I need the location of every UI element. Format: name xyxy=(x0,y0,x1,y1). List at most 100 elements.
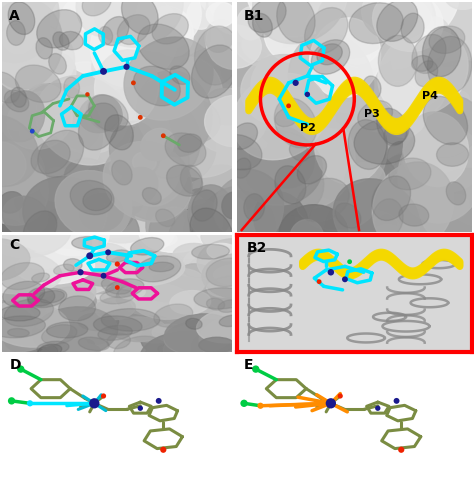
Ellipse shape xyxy=(446,182,466,205)
Ellipse shape xyxy=(149,6,193,57)
Ellipse shape xyxy=(0,115,38,186)
Ellipse shape xyxy=(53,32,69,50)
Ellipse shape xyxy=(0,214,64,247)
Ellipse shape xyxy=(36,76,132,165)
Ellipse shape xyxy=(310,18,381,98)
Ellipse shape xyxy=(412,128,447,159)
Ellipse shape xyxy=(201,232,277,266)
Ellipse shape xyxy=(300,35,392,112)
Ellipse shape xyxy=(115,103,139,131)
Ellipse shape xyxy=(267,46,360,123)
Ellipse shape xyxy=(337,0,434,69)
Point xyxy=(303,91,311,98)
Ellipse shape xyxy=(167,283,200,300)
Ellipse shape xyxy=(195,89,268,153)
Ellipse shape xyxy=(234,158,251,178)
Ellipse shape xyxy=(15,65,61,103)
Ellipse shape xyxy=(429,26,465,54)
Ellipse shape xyxy=(89,95,128,131)
Ellipse shape xyxy=(139,207,216,252)
Ellipse shape xyxy=(255,118,326,178)
Ellipse shape xyxy=(76,0,137,36)
Ellipse shape xyxy=(356,138,386,172)
Ellipse shape xyxy=(251,47,339,121)
Ellipse shape xyxy=(173,243,219,271)
Ellipse shape xyxy=(81,300,122,322)
Ellipse shape xyxy=(33,307,118,356)
Ellipse shape xyxy=(425,24,454,50)
Ellipse shape xyxy=(335,203,361,228)
Ellipse shape xyxy=(222,192,245,219)
Ellipse shape xyxy=(166,205,234,278)
Ellipse shape xyxy=(94,0,183,47)
Ellipse shape xyxy=(118,167,158,206)
Ellipse shape xyxy=(402,147,443,190)
Point xyxy=(327,399,335,407)
Ellipse shape xyxy=(7,91,73,149)
Ellipse shape xyxy=(303,50,382,129)
Text: A: A xyxy=(9,9,20,23)
Ellipse shape xyxy=(0,312,73,357)
Ellipse shape xyxy=(382,147,471,221)
Ellipse shape xyxy=(211,197,246,232)
Ellipse shape xyxy=(152,13,188,44)
Ellipse shape xyxy=(46,286,131,324)
Ellipse shape xyxy=(5,113,60,165)
Ellipse shape xyxy=(61,0,104,46)
Ellipse shape xyxy=(95,0,141,36)
Point xyxy=(17,365,25,373)
Ellipse shape xyxy=(107,250,130,262)
Ellipse shape xyxy=(428,36,472,94)
Ellipse shape xyxy=(267,120,327,186)
Ellipse shape xyxy=(137,70,212,157)
Ellipse shape xyxy=(446,168,474,209)
Ellipse shape xyxy=(64,268,118,294)
Ellipse shape xyxy=(0,71,59,152)
Ellipse shape xyxy=(255,21,338,115)
Ellipse shape xyxy=(37,344,62,357)
Ellipse shape xyxy=(0,126,75,211)
Point xyxy=(327,268,335,276)
Ellipse shape xyxy=(290,142,309,161)
Point xyxy=(315,278,323,285)
Ellipse shape xyxy=(191,45,237,98)
Ellipse shape xyxy=(194,288,248,309)
Ellipse shape xyxy=(170,291,211,314)
Ellipse shape xyxy=(155,238,194,259)
Ellipse shape xyxy=(206,4,276,69)
Ellipse shape xyxy=(140,57,223,147)
Ellipse shape xyxy=(199,337,235,353)
Point xyxy=(240,399,248,407)
Ellipse shape xyxy=(391,170,432,208)
Ellipse shape xyxy=(91,0,179,87)
Ellipse shape xyxy=(250,125,314,188)
Ellipse shape xyxy=(138,16,187,66)
Point xyxy=(159,132,167,139)
Ellipse shape xyxy=(42,325,77,344)
Ellipse shape xyxy=(164,331,262,375)
Ellipse shape xyxy=(333,179,419,257)
Point xyxy=(159,446,167,454)
Ellipse shape xyxy=(8,2,35,34)
Ellipse shape xyxy=(133,152,156,172)
Ellipse shape xyxy=(372,199,403,239)
Ellipse shape xyxy=(242,26,283,60)
Ellipse shape xyxy=(368,0,459,45)
Ellipse shape xyxy=(109,141,167,200)
Ellipse shape xyxy=(106,251,185,286)
Ellipse shape xyxy=(95,50,159,125)
Ellipse shape xyxy=(114,336,163,363)
Ellipse shape xyxy=(0,144,48,225)
Ellipse shape xyxy=(403,112,468,186)
Ellipse shape xyxy=(362,0,431,41)
Ellipse shape xyxy=(136,256,181,282)
Ellipse shape xyxy=(100,224,143,243)
Ellipse shape xyxy=(78,313,118,331)
Ellipse shape xyxy=(198,145,270,214)
Ellipse shape xyxy=(139,0,210,77)
Ellipse shape xyxy=(82,0,111,16)
Ellipse shape xyxy=(0,251,19,263)
Ellipse shape xyxy=(0,240,72,280)
Ellipse shape xyxy=(26,39,102,108)
Ellipse shape xyxy=(0,301,70,347)
